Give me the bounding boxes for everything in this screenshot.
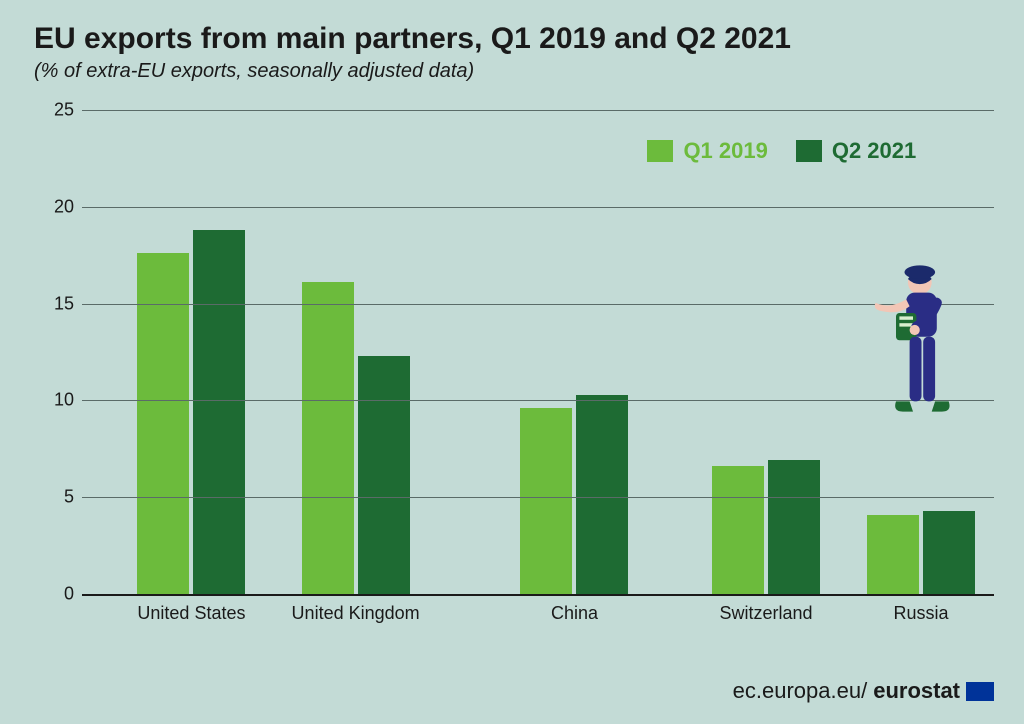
chart-area: Q1 2019Q2 2021 0510152025United StatesUn… — [34, 110, 994, 624]
y-axis-label: 5 — [34, 487, 74, 508]
chart-canvas: EU exports from main partners, Q1 2019 a… — [0, 0, 1024, 724]
chart-subtitle: (% of extra-EU exports, seasonally adjus… — [34, 60, 474, 83]
legend-label: Q2 2021 — [832, 138, 916, 164]
bar — [768, 460, 820, 594]
x-axis-label: Russia — [894, 603, 949, 624]
clipboard-person-icon — [862, 262, 964, 432]
gridline — [82, 110, 994, 111]
bar-group — [137, 110, 245, 594]
plot-region: Q1 2019 Q2 2021 — [82, 110, 994, 594]
bar — [923, 511, 975, 594]
bar — [867, 515, 919, 594]
gridline — [82, 400, 994, 401]
bar — [712, 466, 764, 594]
bar-group — [712, 110, 820, 594]
legend: Q1 2019 Q2 2021 — [647, 138, 916, 164]
legend-label: Q1 2019 — [683, 138, 767, 164]
x-axis-label: United States — [137, 603, 245, 624]
bar — [358, 356, 410, 594]
legend-swatch — [647, 140, 673, 162]
x-axis-label: China — [551, 603, 598, 624]
y-axis-label: 25 — [34, 100, 74, 121]
gridline — [82, 207, 994, 208]
bar-group — [302, 110, 410, 594]
y-axis-label: 20 — [34, 196, 74, 217]
y-axis-label: 15 — [34, 293, 74, 314]
bar — [193, 230, 245, 594]
legend-item: Q1 2019 — [647, 138, 767, 164]
gridline — [82, 594, 994, 596]
y-axis-label: 0 — [34, 584, 74, 605]
x-axis-label: United Kingdom — [292, 603, 420, 624]
legend-swatch — [796, 140, 822, 162]
bar-group — [520, 110, 628, 594]
legend-item: Q2 2021 — [796, 138, 916, 164]
footer-url-plain: ec.europa.eu/ — [733, 678, 868, 704]
eu-flag-icon — [966, 682, 994, 701]
y-axis-label: 10 — [34, 390, 74, 411]
footer-url-bold: eurostat — [873, 678, 960, 704]
footer-attribution: ec.europa.eu/eurostat — [733, 678, 994, 704]
bar — [576, 395, 628, 594]
gridline — [82, 497, 994, 498]
bar — [302, 282, 354, 594]
x-axis-label: Switzerland — [719, 603, 812, 624]
bars-row — [82, 110, 994, 594]
bar — [520, 408, 572, 594]
chart-title: EU exports from main partners, Q1 2019 a… — [34, 22, 791, 56]
gridline — [82, 304, 994, 305]
